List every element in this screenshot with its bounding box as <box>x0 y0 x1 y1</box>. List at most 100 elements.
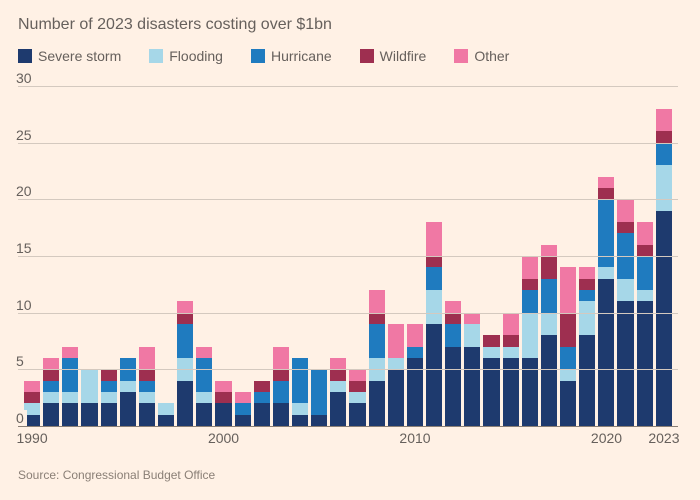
bar-segment <box>196 358 212 392</box>
bar-segment <box>598 199 614 267</box>
bar-segment <box>120 392 136 426</box>
bar-segment <box>235 415 251 426</box>
x-axis: 19902000201020202023 <box>18 430 678 450</box>
bar-segment <box>101 403 117 426</box>
gridline <box>18 369 678 370</box>
x-axis-label: 2023 <box>648 430 679 446</box>
bar-segment <box>445 301 461 312</box>
bar-segment <box>62 358 78 392</box>
bar-segment <box>541 335 557 426</box>
legend-item: Other <box>454 48 509 64</box>
legend-item: Flooding <box>149 48 223 64</box>
legend-swatch <box>18 49 32 63</box>
legend-label: Severe storm <box>38 48 121 64</box>
bar-segment <box>598 188 614 199</box>
bar-segment <box>101 381 117 392</box>
bar-segment <box>120 381 136 392</box>
bar-segment <box>579 301 595 335</box>
bar-segment <box>388 358 404 369</box>
bar-segment <box>637 222 653 245</box>
bar-segment <box>254 381 270 392</box>
bar-segment <box>81 403 97 426</box>
bar-segment <box>560 381 576 426</box>
bar-segment <box>541 279 557 313</box>
bar-segment <box>158 403 174 414</box>
bar-segment <box>101 392 117 403</box>
bar-segment <box>349 381 365 392</box>
bar-segment <box>43 381 59 392</box>
gridline <box>18 143 678 144</box>
bar-segment <box>62 347 78 358</box>
bar-segment <box>292 403 308 414</box>
bar-segment <box>330 381 346 392</box>
bar-segment <box>522 290 538 313</box>
bar-segment <box>407 358 423 426</box>
bar-segment <box>617 222 633 233</box>
x-axis-label: 2010 <box>399 430 430 446</box>
bar-segment <box>503 358 519 426</box>
bar-segment <box>503 347 519 358</box>
bar-segment <box>43 369 59 380</box>
bar-segment <box>62 403 78 426</box>
legend-item: Hurricane <box>251 48 332 64</box>
bar-segment <box>637 256 653 290</box>
bar-segment <box>483 347 499 358</box>
x-axis-label: 2020 <box>591 430 622 446</box>
bar-segment <box>273 347 289 370</box>
bar-segment <box>235 392 251 403</box>
bar-segment <box>235 403 251 414</box>
bar-segment <box>215 403 231 426</box>
plot-area: 051015202530 <box>18 86 678 426</box>
bar-segment <box>464 313 480 324</box>
legend-swatch <box>454 49 468 63</box>
legend: Severe storm Flooding Hurricane Wildfire Oth… <box>18 48 509 64</box>
bar-segment <box>617 301 633 426</box>
bar-segment <box>560 347 576 370</box>
bar-segment <box>139 369 155 380</box>
bar-segment <box>464 347 480 426</box>
bar-segment <box>637 245 653 256</box>
bar-segment <box>273 381 289 404</box>
bar-segment <box>541 256 557 279</box>
bar-segment <box>349 392 365 403</box>
bar-segment <box>81 369 97 403</box>
bar-segment <box>158 415 174 426</box>
bar-segment <box>483 358 499 426</box>
legend-label: Wildfire <box>380 48 427 64</box>
x-axis-label: 1990 <box>16 430 47 446</box>
bar-segment <box>407 324 423 347</box>
bar-segment <box>330 358 346 369</box>
bar-segment <box>656 143 672 166</box>
bar-segment <box>43 392 59 403</box>
bar-segment <box>177 324 193 358</box>
bar-segment <box>330 392 346 426</box>
gridline <box>18 313 678 314</box>
bar-segment <box>579 267 595 278</box>
bar-segment <box>426 290 442 324</box>
bar-segment <box>177 301 193 312</box>
bar-segment <box>656 109 672 132</box>
bar-segment <box>177 381 193 426</box>
bar-segment <box>656 211 672 426</box>
bar-segment <box>62 392 78 403</box>
bar-segment <box>483 335 499 346</box>
gridline <box>18 199 678 200</box>
y-axis-label: 15 <box>16 240 35 256</box>
bar-segment <box>215 392 231 403</box>
bar-segment <box>139 347 155 370</box>
bar-segment <box>464 324 480 347</box>
y-axis-label: 20 <box>16 183 35 199</box>
bar-segment <box>656 165 672 210</box>
bar-segment <box>273 403 289 426</box>
bar-segment <box>254 403 270 426</box>
bar-segment <box>349 369 365 380</box>
bar-segment <box>139 403 155 426</box>
bar-segment <box>522 279 538 290</box>
legend-label: Other <box>474 48 509 64</box>
legend-label: Flooding <box>169 48 223 64</box>
gridline <box>18 256 678 257</box>
bar-segment <box>369 313 385 324</box>
bar-segment <box>388 324 404 358</box>
bar-segment <box>522 358 538 426</box>
bar-segment <box>598 267 614 278</box>
